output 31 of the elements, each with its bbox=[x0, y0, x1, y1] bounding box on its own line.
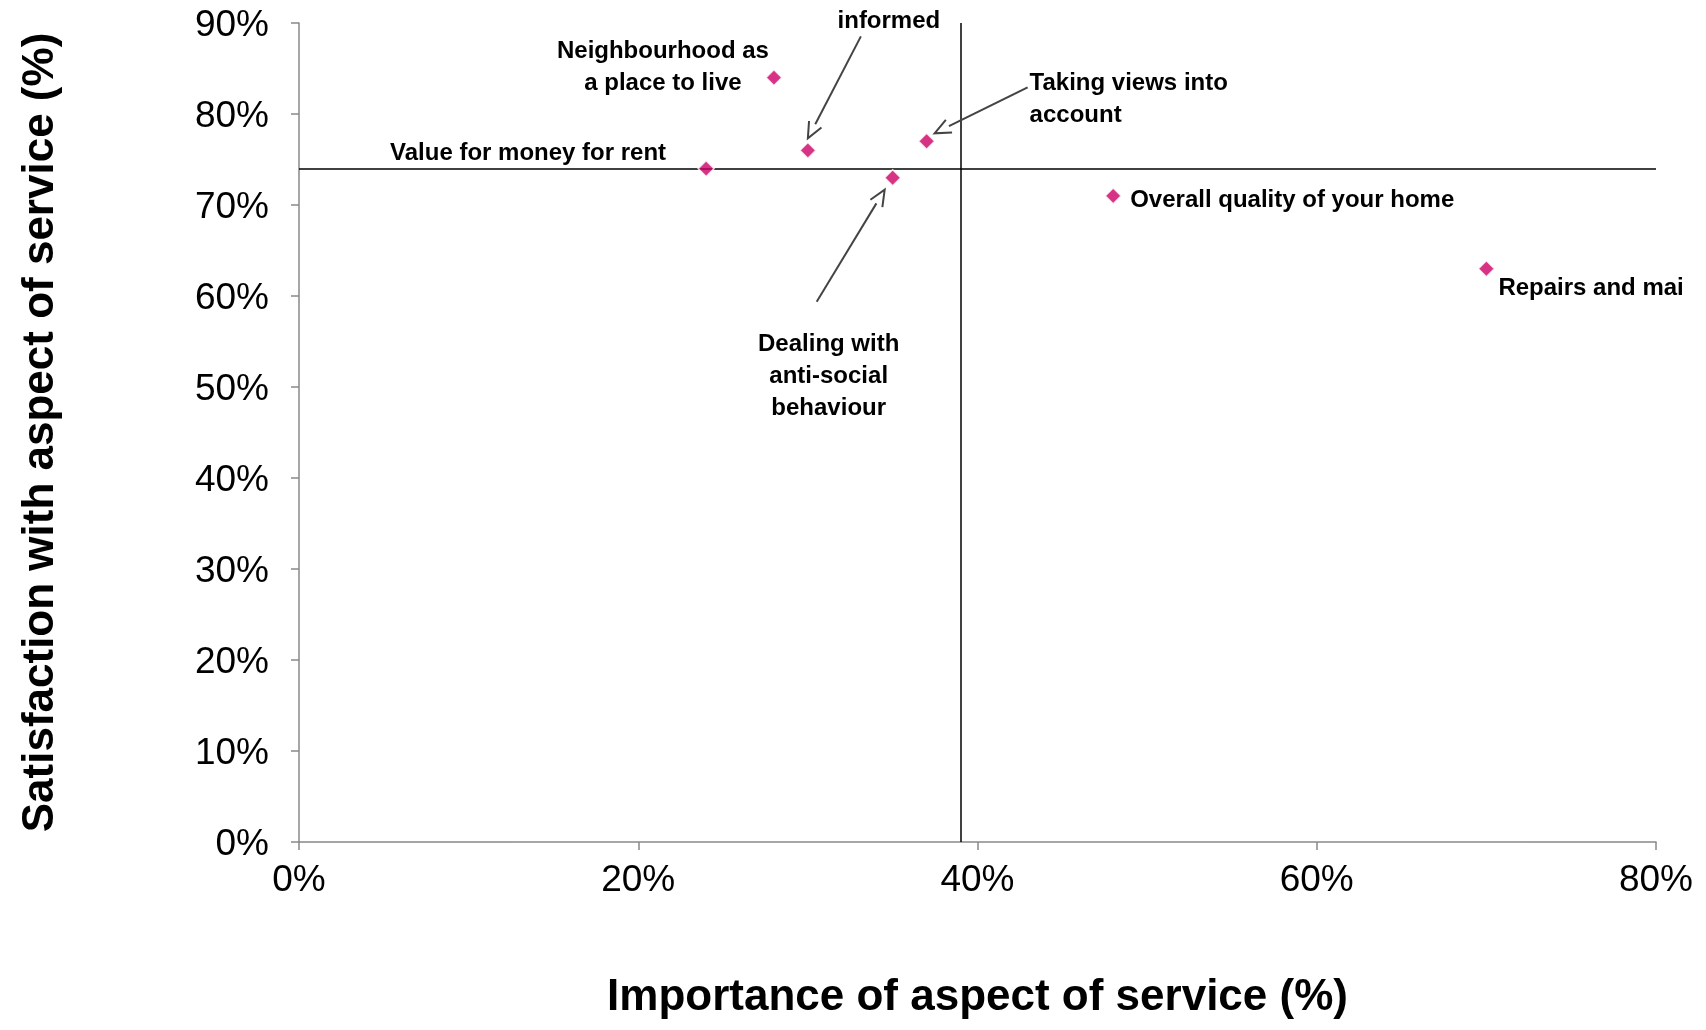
annotation: Taking views into account bbox=[1029, 67, 1228, 127]
y-tick-label: 90% bbox=[194, 2, 269, 44]
x-axis-title: Importance of aspect of service (%) bbox=[607, 969, 1348, 1019]
annotation: Value for money for rent bbox=[390, 138, 667, 166]
y-axis-title: Satisfaction with aspect of service (%) bbox=[12, 32, 62, 833]
annotation: Overall quality of your home bbox=[1130, 185, 1455, 213]
point bbox=[917, 132, 936, 151]
annotation: Neighbourhood as a place to live bbox=[556, 36, 769, 96]
annotation: Dealing with anti-social behaviour bbox=[758, 329, 900, 421]
y-tick-label: 70% bbox=[194, 184, 269, 226]
y-tick-label: 60% bbox=[194, 275, 269, 317]
y-tick-label: 30% bbox=[194, 548, 269, 590]
y-tick-label: 20% bbox=[194, 639, 269, 681]
y-tick-label: 10% bbox=[194, 730, 269, 772]
y-tick-label: 50% bbox=[194, 366, 269, 408]
point bbox=[697, 159, 715, 178]
x-tick-label: 80% bbox=[1618, 858, 1694, 899]
x-tick-label: 0% bbox=[272, 858, 326, 899]
y-tick-label: 40% bbox=[194, 457, 269, 499]
y-tick-label: 80% bbox=[194, 93, 269, 135]
point bbox=[883, 168, 902, 187]
y-tick-label: 0% bbox=[215, 821, 269, 863]
annotation: Repairs and mai bbox=[1498, 273, 1684, 301]
point bbox=[765, 68, 783, 87]
annotation: informed bbox=[837, 5, 941, 33]
point bbox=[1104, 187, 1122, 205]
point bbox=[1477, 259, 1496, 278]
point bbox=[799, 141, 817, 160]
x-tick-label: 20% bbox=[601, 858, 676, 899]
x-tick-label: 60% bbox=[1279, 858, 1354, 899]
x-tick-label: 40% bbox=[940, 858, 1015, 899]
